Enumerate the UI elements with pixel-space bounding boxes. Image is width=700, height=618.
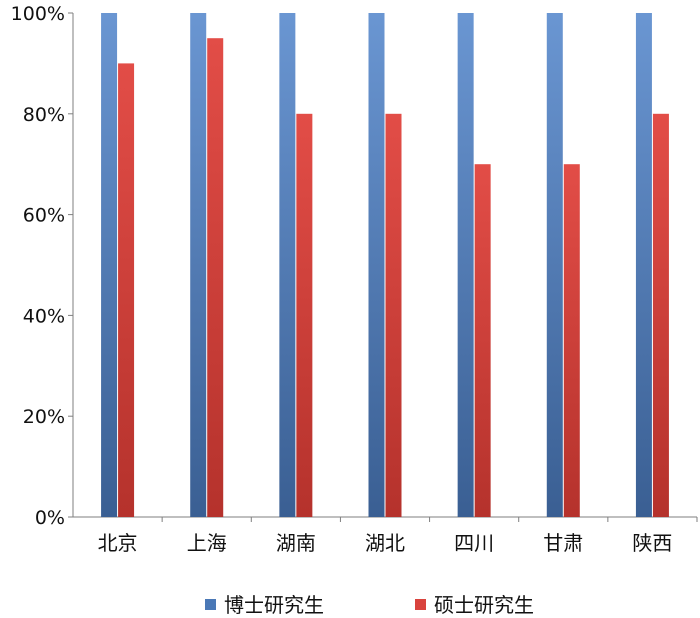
legend-label-master: 硕士研究生: [434, 593, 534, 617]
y-tick-label: 40%: [23, 305, 65, 327]
bar-master-5: [563, 164, 580, 517]
bar-doctoral-4: [457, 13, 474, 517]
legend-label-doctoral: 博士研究生: [224, 593, 324, 617]
y-tick-label: 60%: [23, 205, 65, 227]
bar-master-0: [118, 63, 135, 518]
bar-doctoral-1: [190, 13, 207, 517]
bar-doctoral-2: [279, 13, 296, 517]
x-tick-label: 上海: [187, 531, 227, 555]
x-tick-label: 湖南: [276, 531, 316, 555]
bars: [101, 13, 669, 518]
y-tick-label: 80%: [23, 104, 65, 126]
bar-doctoral-6: [635, 13, 652, 517]
legend: 博士研究生 硕士研究生: [205, 593, 534, 617]
x-tick-label: 四川: [454, 531, 494, 555]
bar-doctoral-0: [101, 13, 118, 517]
x-tick-label: 湖北: [365, 531, 405, 555]
x-tick-label: 甘肃: [543, 531, 583, 555]
bar-master-4: [474, 164, 491, 517]
legend-swatch-master: [415, 599, 426, 610]
y-tick-label: 0%: [35, 507, 65, 529]
bar-doctoral-3: [368, 13, 385, 517]
bar-master-6: [652, 113, 669, 518]
bar-master-3: [385, 113, 402, 518]
legend-swatch-doctoral: [205, 599, 216, 610]
bar-master-1: [207, 38, 224, 517]
y-tick-label: 20%: [23, 406, 65, 428]
axes: 0% 20% 40% 60% 80% 100% 北京 上海 湖南 湖北 四川 甘肃 陕西: [11, 3, 698, 555]
y-tick-label: 100%: [11, 3, 65, 25]
bar-master-2: [296, 113, 313, 518]
x-tick-label: 北京: [98, 531, 138, 555]
x-tick-label: 陕西: [632, 531, 672, 555]
bar-doctoral-5: [546, 13, 563, 517]
